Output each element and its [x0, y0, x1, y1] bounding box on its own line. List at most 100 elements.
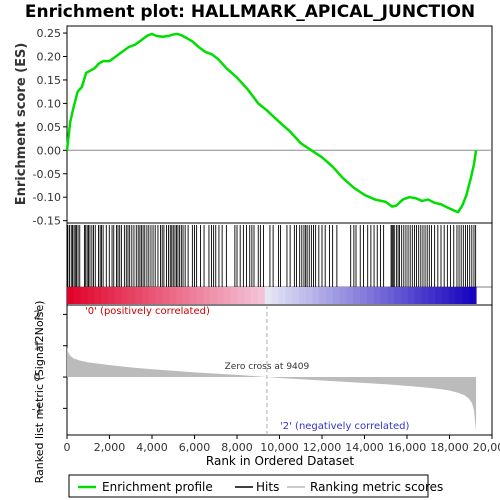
- x-axis: 0 2,000 4,000 6,000 8,000 10,000 12,000 14,000 1…: [64, 435, 500, 454]
- color-bar-segment: [332, 287, 341, 304]
- es-y-tick-label: -0.10: [33, 191, 61, 204]
- color-bar-segment: [312, 287, 320, 304]
- es-y-tick-label: 0.15: [37, 74, 62, 87]
- color-bar-segment: [380, 287, 388, 304]
- x-tick-label: 10,000: [260, 441, 299, 454]
- color-bar-segment: [346, 287, 354, 304]
- color-bar-segment: [448, 287, 457, 304]
- color-bar-segment: [203, 287, 211, 304]
- color-bar-segment: [73, 287, 82, 304]
- x-axis-label: Rank in Ordered Dataset: [206, 454, 354, 468]
- color-bar-segment: [435, 287, 443, 304]
- color-bar-segment: [278, 287, 286, 304]
- color-bar-segment: [319, 287, 327, 304]
- correlation-color-bar: [67, 287, 477, 304]
- zero-cross-label: Zero cross at 9409: [225, 362, 310, 372]
- x-tick-label: 16,000: [388, 441, 427, 454]
- color-bar-segment: [121, 287, 129, 304]
- es-y-tick-label: 0.05: [37, 121, 62, 134]
- color-bar-segment: [141, 287, 150, 304]
- color-bar-segment: [441, 287, 450, 304]
- color-bar-segment: [244, 287, 252, 304]
- x-tick-label: 20,000: [473, 441, 500, 454]
- color-bar-segment: [107, 287, 116, 304]
- metric-y-tick-label: 1: [34, 340, 41, 353]
- hits-panel: [66, 222, 493, 306]
- metric-y-ticks: -1 0 1 2: [32, 308, 67, 415]
- x-tick-label: 0: [64, 441, 71, 454]
- positive-correlation-label: '0' (positively correlated): [85, 306, 210, 317]
- color-bar-segment: [455, 287, 463, 304]
- color-bar-segment: [373, 287, 382, 304]
- es-y-axis-label: Enrichment score (ES): [14, 43, 29, 206]
- x-tick-label: 14,000: [345, 441, 384, 454]
- color-bar-segment: [176, 287, 184, 304]
- es-y-tick-label: 0.10: [37, 97, 62, 110]
- color-bar-segment: [462, 287, 470, 304]
- color-bar-segment: [114, 287, 123, 304]
- color-bar-segment: [135, 287, 143, 304]
- color-bar-segment: [251, 287, 259, 304]
- es-y-tick-label: -0.05: [33, 168, 61, 181]
- color-bar-segment: [216, 287, 225, 304]
- es-y-tick-label: 0.00: [37, 144, 62, 157]
- color-bar-segment: [80, 287, 88, 304]
- es-y-ticks: -0.15 -0.10 -0.05 0.00 0.05 0.10 0.15 0.20 0.25: [33, 27, 67, 228]
- x-tick-label: 12,000: [303, 441, 342, 454]
- color-bar-segment: [189, 287, 198, 304]
- color-bar-segment: [101, 287, 109, 304]
- color-bar-segment: [428, 287, 436, 304]
- hit-lines: [67, 225, 477, 287]
- color-bar-segment: [421, 287, 429, 304]
- x-tick-label: 18,000: [430, 441, 469, 454]
- color-bar-segment: [128, 287, 136, 304]
- color-bar-segment: [353, 287, 361, 304]
- color-bar-segment: [414, 287, 423, 304]
- color-bar-segment: [230, 287, 238, 304]
- color-bar-segment: [366, 287, 375, 304]
- color-bar-segment: [67, 287, 75, 304]
- x-tick-label: 2,000: [94, 441, 126, 454]
- color-bar-segment: [305, 287, 313, 304]
- color-bar-segment: [257, 287, 266, 304]
- metric-y-tick-label: 0: [34, 371, 41, 384]
- color-bar-segment: [401, 287, 409, 304]
- color-bar-segment: [271, 287, 279, 304]
- enrichment-profile-line: [65, 32, 478, 214]
- es-y-tick-label: 0.25: [37, 27, 62, 40]
- color-bar-segment: [326, 287, 334, 304]
- color-bar-segment: [387, 287, 395, 304]
- color-bar-segment: [291, 287, 300, 304]
- negative-correlation-label: '2' (negatively correlated): [280, 421, 409, 432]
- color-bar-segment: [339, 287, 348, 304]
- color-bar-segment: [394, 287, 402, 304]
- x-tick-label: 8,000: [221, 441, 253, 454]
- color-bar-segment: [264, 287, 273, 304]
- color-bar-segment: [210, 287, 218, 304]
- legend-metric-label: Ranking metric scores: [310, 480, 443, 494]
- color-bar-segment: [169, 287, 177, 304]
- es-panel: -0.15-0.10-0.050.000.050.100.150.200.25 …: [14, 25, 493, 228]
- color-bar-segment: [285, 287, 293, 304]
- color-bar-segment: [469, 287, 477, 304]
- color-bar-segment: [148, 287, 157, 304]
- color-bar-segment: [196, 287, 204, 304]
- color-bar-segment: [407, 287, 416, 304]
- color-bar-segment: [94, 287, 102, 304]
- metric-y-tick-label: 2: [34, 308, 41, 321]
- metric-y-tick-label: -1: [32, 402, 43, 415]
- es-y-tick-label: 0.20: [37, 50, 62, 63]
- legend: Enrichment profile Hits Ranking metric s…: [68, 474, 443, 498]
- chart-title: Enrichment plot: HALLMARK_APICAL_JUNCTIO…: [25, 2, 475, 22]
- color-bar-segment: [162, 287, 170, 304]
- color-bar-segment: [298, 287, 307, 304]
- color-bar-segment: [182, 287, 191, 304]
- color-bar-segment: [237, 287, 245, 304]
- color-bar-segment: [155, 287, 163, 304]
- color-bar-segment: [223, 287, 232, 304]
- color-bar-segment: [87, 287, 95, 304]
- metric-y-axis-label: Ranked list metric (Signal2Noise): [33, 301, 46, 484]
- legend-enrichment-label: Enrichment profile: [102, 480, 213, 494]
- legend-hits-label: Hits: [256, 480, 279, 494]
- color-bar-segment: [360, 287, 368, 304]
